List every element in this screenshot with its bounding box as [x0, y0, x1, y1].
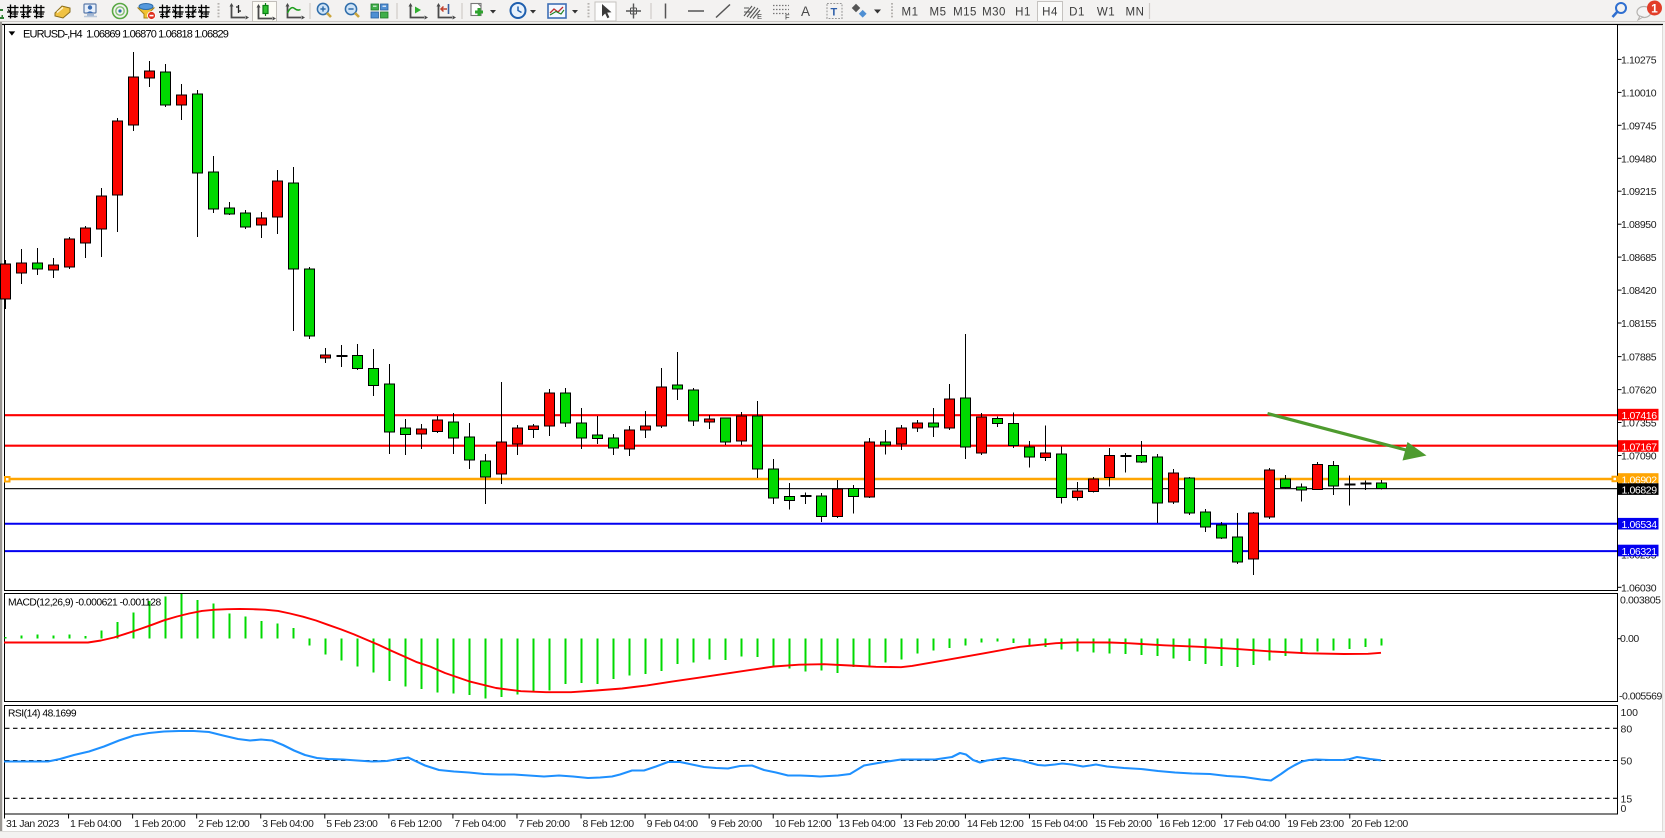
svg-text:80: 80 [1621, 723, 1633, 735]
svg-text:20 Feb 12:00: 20 Feb 12:00 [1351, 818, 1408, 830]
svg-text:17 Feb 04:00: 17 Feb 04:00 [1223, 818, 1280, 830]
svg-text:15 Feb 20:00: 15 Feb 20:00 [1095, 818, 1152, 830]
svg-text:1.09480: 1.09480 [1621, 153, 1657, 165]
svg-text:1.07355: 1.07355 [1621, 418, 1657, 430]
svg-text:H4: H4 [1042, 7, 1058, 19]
svg-text:16 Feb 12:00: 16 Feb 12:00 [1159, 818, 1216, 830]
svg-text:0: 0 [1621, 803, 1627, 815]
svg-text:1.08420: 1.08420 [1621, 285, 1657, 297]
svg-text:1.07885: 1.07885 [1621, 352, 1657, 364]
svg-text:14 Feb 12:00: 14 Feb 12:00 [967, 818, 1024, 830]
svg-text:100: 100 [1621, 707, 1639, 719]
svg-text:RSI(14) 48.1699: RSI(14) 48.1699 [8, 708, 77, 719]
svg-text:0.00: 0.00 [1620, 633, 1639, 645]
svg-text:15 Feb 04:00: 15 Feb 04:00 [1031, 818, 1088, 830]
svg-text:MN: MN [1126, 7, 1145, 19]
svg-text:13 Feb 04:00: 13 Feb 04:00 [839, 818, 896, 830]
svg-text:1.07090: 1.07090 [1621, 451, 1657, 463]
svg-text:0.003805: 0.003805 [1620, 594, 1661, 606]
svg-text:5 Feb 23:00: 5 Feb 23:00 [326, 818, 378, 830]
svg-text:1.07167: 1.07167 [1622, 441, 1658, 453]
svg-text:1.09215: 1.09215 [1621, 186, 1657, 198]
svg-text:F: F [785, 13, 790, 22]
svg-text:50: 50 [1621, 756, 1633, 768]
svg-text:1.08685: 1.08685 [1621, 252, 1657, 264]
svg-text:7 Feb 20:00: 7 Feb 20:00 [518, 818, 570, 830]
svg-text:1 Feb 20:00: 1 Feb 20:00 [134, 818, 186, 830]
svg-text:1 Feb 04:00: 1 Feb 04:00 [70, 818, 122, 830]
svg-text:M15: M15 [953, 7, 977, 19]
svg-text:1.08155: 1.08155 [1621, 318, 1657, 330]
svg-text:3 Feb 04:00: 3 Feb 04:00 [262, 818, 314, 830]
svg-text:1: 1 [1651, 1, 1658, 15]
svg-text:D1: D1 [1069, 7, 1085, 19]
svg-text:9 Feb 04:00: 9 Feb 04:00 [647, 818, 699, 830]
svg-text:1.10010: 1.10010 [1621, 87, 1657, 99]
svg-text:A: A [801, 4, 810, 19]
svg-text:E: E [757, 12, 762, 21]
svg-text:10 Feb 12:00: 10 Feb 12:00 [775, 818, 832, 830]
svg-text:19 Feb 23:00: 19 Feb 23:00 [1287, 818, 1344, 830]
svg-text:EURUSD-,H4 1.06869 1.06870 1.: EURUSD-,H4 1.06869 1.06870 1.06818 1.068… [23, 29, 229, 41]
svg-text:H1: H1 [1015, 7, 1031, 19]
svg-text:13 Feb 20:00: 13 Feb 20:00 [903, 818, 960, 830]
svg-text:T: T [831, 7, 838, 19]
svg-text:-0.005569: -0.005569 [1619, 690, 1662, 702]
svg-text:1.07620: 1.07620 [1621, 385, 1657, 397]
svg-text:7 Feb 04:00: 7 Feb 04:00 [454, 818, 506, 830]
svg-text:8 Feb 12:00: 8 Feb 12:00 [583, 818, 635, 830]
svg-text:1.08950: 1.08950 [1621, 219, 1657, 231]
svg-text:1.07416: 1.07416 [1622, 410, 1658, 422]
svg-text:M1: M1 [902, 7, 919, 19]
svg-text:31 Jan 2023: 31 Jan 2023 [6, 818, 59, 830]
svg-text:1.06321: 1.06321 [1622, 546, 1658, 558]
svg-text:2 Feb 12:00: 2 Feb 12:00 [198, 818, 250, 830]
svg-text:1.06534: 1.06534 [1622, 519, 1658, 531]
svg-text:1.06030: 1.06030 [1621, 582, 1657, 594]
svg-text:W1: W1 [1097, 7, 1115, 19]
svg-text:M5: M5 [930, 7, 947, 19]
svg-text:M30: M30 [982, 7, 1006, 19]
svg-text:6 Feb 12:00: 6 Feb 12:00 [390, 818, 442, 830]
svg-text:15: 15 [1621, 793, 1633, 805]
svg-text:1.10275: 1.10275 [1621, 54, 1657, 66]
svg-text:MACD(12,26,9) -0.000621 -0.001: MACD(12,26,9) -0.000621 -0.001128 [8, 597, 162, 608]
svg-text:1.06829: 1.06829 [1622, 484, 1658, 496]
svg-text:1.09745: 1.09745 [1621, 120, 1657, 132]
svg-text:9 Feb 20:00: 9 Feb 20:00 [711, 818, 763, 830]
